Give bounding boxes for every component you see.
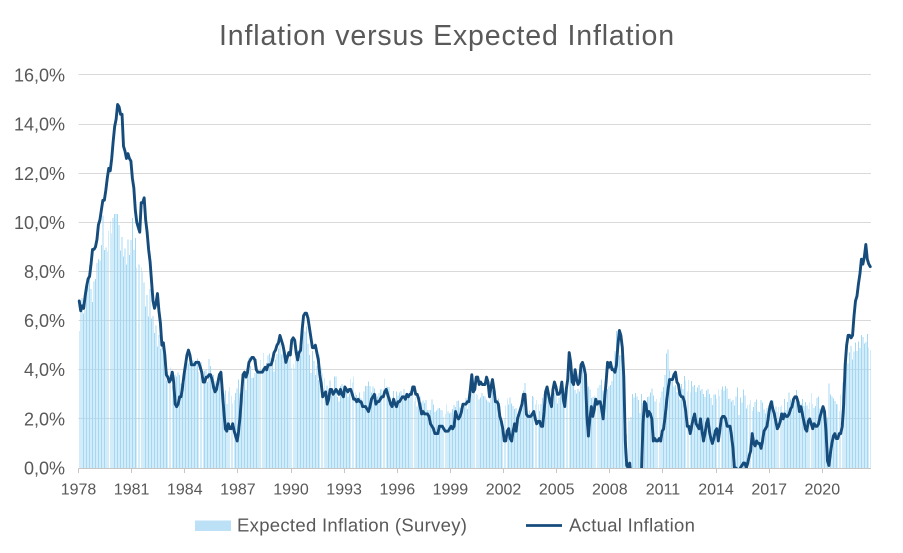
svg-text:Actual Inflation: Actual Inflation — [569, 515, 695, 536]
svg-text:1993: 1993 — [326, 482, 362, 499]
svg-text:14,0%: 14,0% — [14, 115, 65, 135]
svg-text:1996: 1996 — [380, 482, 416, 499]
svg-text:10,0%: 10,0% — [14, 213, 65, 233]
svg-text:2017: 2017 — [751, 482, 787, 499]
svg-text:1981: 1981 — [114, 482, 150, 499]
svg-text:1990: 1990 — [273, 482, 309, 499]
svg-text:Inflation versus Expected Infl: Inflation versus Expected Inflation — [219, 20, 675, 52]
svg-text:2014: 2014 — [698, 482, 734, 499]
svg-text:4,0%: 4,0% — [24, 360, 65, 380]
svg-text:1999: 1999 — [433, 482, 469, 499]
svg-text:Expected Inflation (Survey): Expected Inflation (Survey) — [237, 515, 467, 536]
svg-text:6,0%: 6,0% — [24, 311, 65, 331]
svg-text:2005: 2005 — [539, 482, 575, 499]
svg-text:2008: 2008 — [592, 482, 628, 499]
svg-text:2,0%: 2,0% — [24, 409, 65, 429]
svg-text:1987: 1987 — [220, 482, 256, 499]
svg-text:16,0%: 16,0% — [14, 66, 65, 86]
svg-text:2011: 2011 — [646, 482, 681, 499]
svg-text:2002: 2002 — [486, 482, 522, 499]
svg-text:0,0%: 0,0% — [24, 459, 65, 479]
svg-text:12,0%: 12,0% — [14, 164, 65, 184]
svg-text:1984: 1984 — [167, 482, 203, 499]
svg-text:8,0%: 8,0% — [24, 262, 65, 282]
svg-text:2020: 2020 — [805, 482, 841, 499]
svg-text:1978: 1978 — [61, 482, 97, 499]
